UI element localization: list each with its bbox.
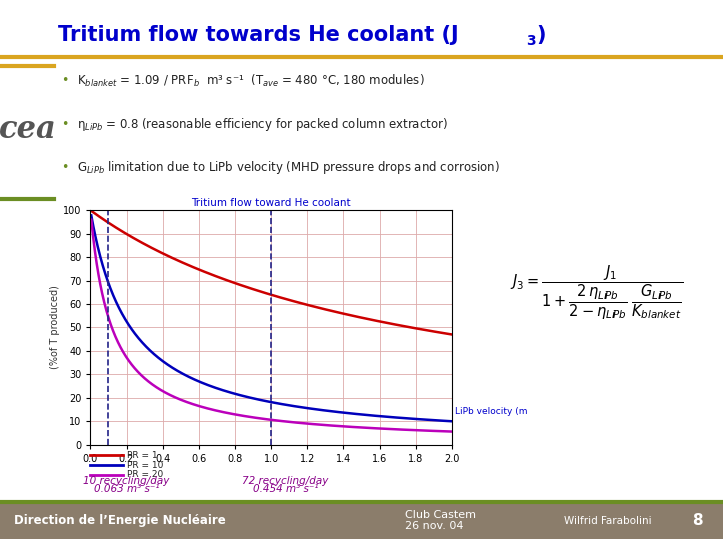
Text: Club Castem: Club Castem	[405, 510, 476, 520]
Text: 10 recycling/day: 10 recycling/day	[83, 476, 170, 486]
Text: PR = 10: PR = 10	[127, 461, 163, 469]
Title: Tritium flow toward He coolant: Tritium flow toward He coolant	[192, 198, 351, 208]
Text: η$_{LiPb}$ = 0.8 (reasonable efficiency for packed column extractor): η$_{LiPb}$ = 0.8 (reasonable efficiency …	[77, 115, 448, 133]
Text: PR = 1: PR = 1	[127, 451, 157, 460]
Text: 0.063 m³ s⁻¹: 0.063 m³ s⁻¹	[94, 485, 159, 494]
Text: G$_{LiPb}$ limitation due to LiPb velocity (MHD pressure drops and corrosion): G$_{LiPb}$ limitation due to LiPb veloci…	[77, 159, 500, 176]
Text: 3: 3	[526, 34, 536, 48]
Text: Direction de l’Energie Nucléaire: Direction de l’Energie Nucléaire	[14, 514, 226, 527]
Text: •: •	[61, 74, 69, 87]
Text: 0.454 m³ s⁻¹: 0.454 m³ s⁻¹	[253, 485, 318, 494]
Text: 72 recycling/day: 72 recycling/day	[242, 476, 329, 486]
Text: cea: cea	[0, 114, 57, 145]
Text: 26 nov. 04: 26 nov. 04	[405, 521, 463, 531]
Text: Wilfrid Farabolini: Wilfrid Farabolini	[564, 516, 651, 526]
Text: K$_{blanket}$ = 1.09 / PRF$_b$  m³ s⁻¹  (T$_{ave}$ = 480 °C, 180 modules): K$_{blanket}$ = 1.09 / PRF$_b$ m³ s⁻¹ (T…	[77, 72, 424, 88]
Text: PR = 20: PR = 20	[127, 471, 163, 479]
Text: LiPb velocity (m: LiPb velocity (m	[455, 407, 528, 416]
Y-axis label: (%of T produced): (%of T produced)	[50, 286, 60, 369]
Text: •: •	[61, 118, 69, 130]
Text: 8: 8	[693, 513, 703, 528]
Text: ): )	[536, 25, 546, 45]
Text: Tritium flow towards He coolant (J: Tritium flow towards He coolant (J	[58, 25, 458, 45]
Text: •: •	[61, 161, 69, 174]
Text: $J_3 = \dfrac{J_1}{1 + \dfrac{2\,\eta_{Li\!Pb}}{2 - \eta_{Li\!Pb}}\; \dfrac{G_{L: $J_3 = \dfrac{J_1}{1 + \dfrac{2\,\eta_{L…	[510, 264, 684, 322]
